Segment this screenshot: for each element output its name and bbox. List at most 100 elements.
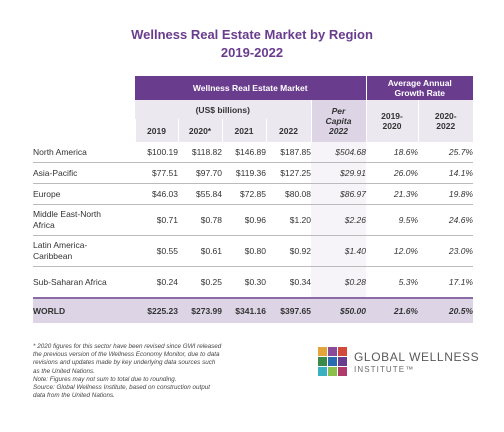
value-2020: $97.70 <box>178 162 222 184</box>
value-2022: $127.25 <box>266 162 311 184</box>
per-capita-value: $504.68 <box>311 142 366 163</box>
per-capita-line1: Per <box>331 106 346 116</box>
value-2019: $46.03 <box>135 183 178 205</box>
per-capita-value: $86.97 <box>311 183 366 205</box>
world-total-row: WORLD $225.23 $273.99 $341.16 $397.65 $5… <box>33 297 473 323</box>
growth-col-2-line2: 2022 <box>436 121 456 131</box>
per-capita-line3: 2022 <box>329 126 348 136</box>
chart-subtitle: 2019-2022 <box>220 45 284 60</box>
value-2022: $397.65 <box>266 297 311 323</box>
per-capita-value: $2.26 <box>311 204 366 236</box>
growth-header: Average Annual Growth Rate <box>366 76 473 100</box>
growth-col-1-header: 2019- 2020 <box>366 100 419 142</box>
region-line2: Caribbean <box>33 251 73 261</box>
per-capita-header: Per Capita 2022 <box>311 100 367 142</box>
growth-2019-2020: 9.5% <box>366 204 418 236</box>
value-2019: $0.71 <box>135 204 178 236</box>
growth-header-line2: Growth Rate <box>394 88 446 98</box>
gwi-logo-icon <box>318 347 347 376</box>
gwi-logo: GLOBAL WELLNESS INSTITUTE™ <box>316 345 486 379</box>
table-row: Middle East-North Africa $0.71 $0.78 $0.9… <box>33 204 473 236</box>
value-2020: $0.61 <box>178 235 222 267</box>
footnote-line: data from the United Nations. <box>33 392 115 400</box>
growth-2019-2020: 5.3% <box>366 266 418 299</box>
region-line1: Asia-Pacific <box>33 167 78 178</box>
growth-2019-2020: 21.3% <box>366 183 418 205</box>
footnote-line: Source: Global Wellness Institute, based… <box>33 384 210 392</box>
footnote-line: revisions and updates made by key underl… <box>33 359 216 367</box>
year-2019-header: 2019 <box>135 119 179 142</box>
value-2021: $0.80 <box>222 235 266 267</box>
growth-2019-2020: 18.6% <box>366 142 418 163</box>
region-name: Sub-Saharan Africa <box>33 266 135 299</box>
growth-col-2-header: 2020- 2022 <box>418 100 473 142</box>
region-name: WORLD <box>33 297 135 323</box>
growth-2020-2022: 25.7% <box>418 142 473 163</box>
growth-2020-2022: 24.6% <box>418 204 473 236</box>
footnote-line: Note: Figures may not sum to total due t… <box>33 375 177 383</box>
per-capita-value: $1.40 <box>311 235 366 267</box>
value-2021: $0.96 <box>222 204 266 236</box>
unit-label: (US$ billions) <box>135 100 312 119</box>
value-2021: $341.16 <box>222 297 266 323</box>
table-row: North America $100.19 $118.82 $146.89 $1… <box>33 142 473 163</box>
region-line2: Africa <box>33 220 55 230</box>
value-2021: $119.36 <box>222 162 266 184</box>
growth-2020-2022: 14.1% <box>418 162 473 184</box>
table-row: Asia-Pacific $77.51 $97.70 $119.36 $127.… <box>33 162 473 184</box>
growth-header-line1: Average Annual <box>387 78 452 88</box>
per-capita-value: $29.91 <box>311 162 366 184</box>
growth-col-1-line1: 2019- <box>381 111 403 121</box>
year-2020-header: 2020* <box>178 119 223 142</box>
value-2022: $0.92 <box>266 235 311 267</box>
region-name: Europe <box>33 183 135 205</box>
value-2019: $0.24 <box>135 266 178 299</box>
growth-2020-2022: 17.1% <box>418 266 473 299</box>
value-2022: $0.34 <box>266 266 311 299</box>
growth-2019-2020: 21.6% <box>366 297 418 323</box>
growth-col-2-line1: 2020- <box>434 111 457 121</box>
year-2022-header: 2022 <box>266 119 312 142</box>
region-line1: Sub-Saharan Africa <box>33 276 107 287</box>
growth-2020-2022: 20.5% <box>418 297 473 323</box>
growth-2020-2022: 23.0% <box>418 235 473 267</box>
value-2020: $0.78 <box>178 204 222 236</box>
table-row: Europe $46.03 $55.84 $72.85 $80.08 $86.9… <box>33 183 473 205</box>
region-line1: Latin America- <box>33 240 88 250</box>
footnote-line: as the United Nations. <box>33 367 95 375</box>
logo-text-line2: INSTITUTE™ <box>354 365 415 374</box>
region-name: Latin America- Caribbean <box>33 235 135 267</box>
footnote-line: the previous version of the Wellness Eco… <box>33 351 220 359</box>
value-2020: $0.25 <box>178 266 222 299</box>
footnotes: * 2020 figures for this sector have been… <box>33 343 308 400</box>
region-line1: North America <box>33 146 87 157</box>
chart-title: Wellness Real Estate Market by Region <box>131 27 373 42</box>
growth-2019-2020: 12.0% <box>366 235 418 267</box>
value-2019: $0.55 <box>135 235 178 267</box>
growth-col-1-line2: 2020 <box>382 121 402 131</box>
table-row: Sub-Saharan Africa $0.24 $0.25 $0.30 $0.… <box>33 266 473 299</box>
year-2021-header: 2021 <box>222 119 267 142</box>
value-2021: $146.89 <box>222 142 266 163</box>
value-2022: $80.08 <box>266 183 311 205</box>
growth-2020-2022: 19.8% <box>418 183 473 205</box>
value-2019: $100.19 <box>135 142 178 163</box>
value-2019: $225.23 <box>135 297 178 323</box>
value-2021: $0.30 <box>222 266 266 299</box>
region-name: Middle East-North Africa <box>33 204 135 236</box>
per-capita-value: $50.00 <box>311 297 366 323</box>
value-2020: $118.82 <box>178 142 222 163</box>
market-table: Wellness Real Estate Market Average Annu… <box>33 76 473 323</box>
market-header: Wellness Real Estate Market <box>135 76 367 100</box>
value-2020: $55.84 <box>178 183 222 205</box>
per-capita-value: $0.28 <box>311 266 366 299</box>
region-line1: Middle East-North <box>33 209 102 219</box>
value-2019: $77.51 <box>135 162 178 184</box>
value-2022: $1.20 <box>266 204 311 236</box>
value-2020: $273.99 <box>178 297 222 323</box>
value-2022: $187.85 <box>266 142 311 163</box>
logo-text-line1: GLOBAL WELLNESS <box>354 350 480 364</box>
table-row: Latin America- Caribbean $0.55 $0.61 $0.8… <box>33 235 473 267</box>
region-line1: Europe <box>33 188 61 199</box>
region-name: Asia-Pacific <box>33 162 135 184</box>
